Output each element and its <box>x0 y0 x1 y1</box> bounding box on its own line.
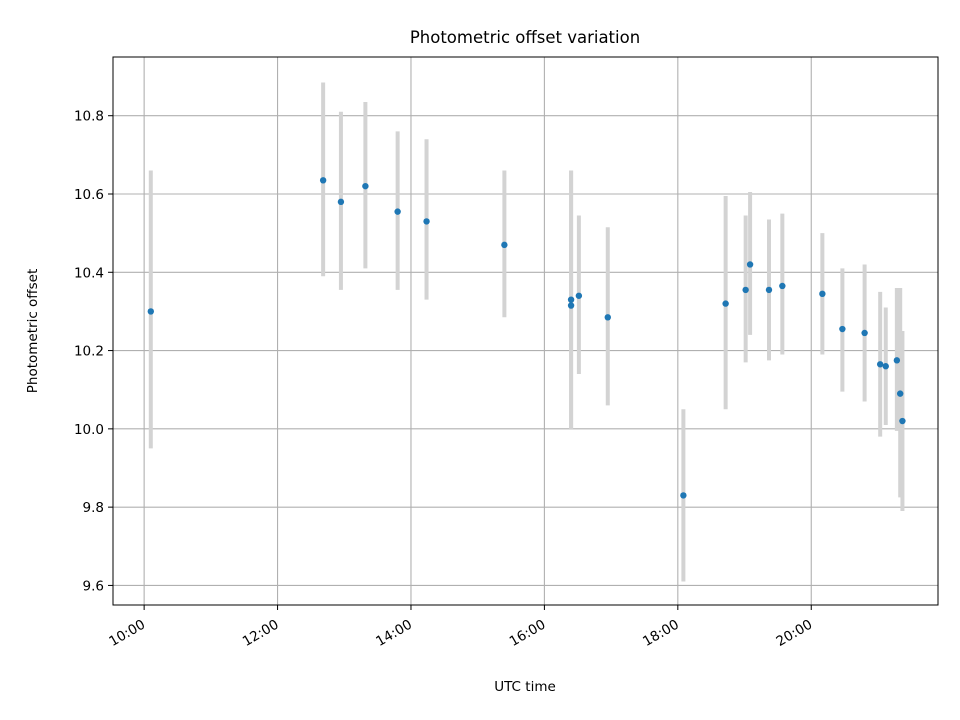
data-point <box>765 286 773 294</box>
data-point <box>742 286 749 294</box>
data-point <box>604 314 611 321</box>
data-point <box>423 218 430 225</box>
data-point <box>861 329 868 337</box>
data-point <box>876 361 884 368</box>
data-point <box>839 325 846 333</box>
data-point <box>779 282 786 290</box>
y-tick-label: 9.6 <box>83 578 104 594</box>
data-point <box>319 177 327 184</box>
y-axis-ticks: 9.6 9.8 10.0 10.2 10.4 10.6 10.8 <box>74 109 113 594</box>
y-tick-label: 10.6 <box>74 187 104 203</box>
data-point <box>147 308 155 315</box>
data-point <box>501 241 508 249</box>
data-points <box>147 177 906 499</box>
data-point <box>882 363 889 370</box>
data-point <box>893 357 901 364</box>
chart-title: Photometric offset variation <box>410 28 640 47</box>
y-axis-label: Photometric offset <box>25 269 41 393</box>
data-point <box>899 417 906 425</box>
data-point <box>722 300 729 307</box>
data-point <box>362 182 369 190</box>
data-point <box>896 390 904 397</box>
data-point <box>394 208 401 215</box>
y-tick-label: 10.2 <box>74 344 104 360</box>
y-tick-label: 10.0 <box>74 422 104 438</box>
data-point <box>337 198 345 206</box>
data-point <box>567 296 575 303</box>
x-axis-label: UTC time <box>494 679 556 695</box>
data-point <box>819 290 826 298</box>
data-point <box>746 261 754 268</box>
y-tick-label: 10.4 <box>74 265 104 281</box>
y-tick-label: 9.8 <box>83 500 104 516</box>
data-point <box>680 492 687 499</box>
plot-frame <box>112 56 939 606</box>
data-point <box>567 302 575 309</box>
grid <box>113 57 938 605</box>
data-point <box>575 292 583 299</box>
y-tick-label: 10.8 <box>74 109 104 125</box>
